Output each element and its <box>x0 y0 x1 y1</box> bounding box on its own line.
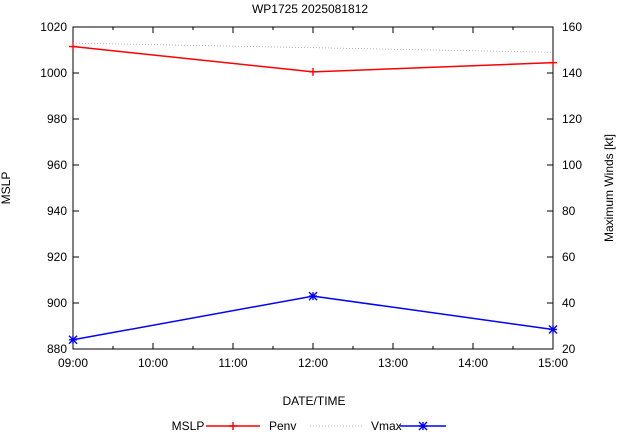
data-point <box>548 324 558 334</box>
y-tick-label-left: 1000 <box>40 66 67 80</box>
series-group <box>68 42 558 345</box>
x-tick-label: 10:00 <box>138 356 168 370</box>
legend-label-penv: Penv <box>269 419 296 432</box>
y-tick-label-right: 80 <box>562 204 576 218</box>
x-tick-label: 13:00 <box>378 356 408 370</box>
y-tick-label-right: 20 <box>562 342 576 356</box>
data-point <box>229 422 237 430</box>
y-tick-label-left: 940 <box>47 204 67 218</box>
y-axis-label-right: Maximum Winds [kt] <box>602 134 616 242</box>
y-axis-label-left: MSLP <box>0 172 13 205</box>
y-tick-label-right: 120 <box>562 112 582 126</box>
data-point <box>308 291 318 301</box>
data-point <box>69 42 77 51</box>
data-point <box>68 335 78 345</box>
series-penv <box>69 42 557 76</box>
data-point <box>418 421 428 431</box>
axis-ticks: 880 900 920 940 960 980 1000 1020 20 40 60 80 100 120… <box>40 20 582 370</box>
series-vmax <box>68 291 558 345</box>
y-tick-label-left: 980 <box>47 112 67 126</box>
y-tick-label-right: 160 <box>562 20 582 34</box>
x-tick-label: 11:00 <box>218 356 247 370</box>
y-tick-label-left: 960 <box>47 158 67 172</box>
x-axis-label: DATE/TIME <box>282 394 345 408</box>
y-tick-label-right: 100 <box>562 158 582 172</box>
legend-title: MSLP <box>172 419 205 432</box>
y-tick-label-left: 1020 <box>40 20 67 34</box>
series-mslp <box>72 42 554 53</box>
y-tick-label-left: 880 <box>47 342 67 356</box>
x-tick-label: 09:00 <box>58 356 88 370</box>
y-tick-label-left: 920 <box>47 250 67 264</box>
data-point <box>549 58 557 67</box>
x-tick-label: 15:00 <box>538 356 568 370</box>
series-line <box>72 42 554 53</box>
y-tick-label-right: 40 <box>562 296 576 310</box>
x-tick-label: 14:00 <box>458 356 488 370</box>
y-tick-label-left: 900 <box>47 296 67 310</box>
x-tick-label: 12:00 <box>298 356 328 370</box>
y-tick-label-right: 60 <box>562 250 576 264</box>
legend-label-vmax: Vmax <box>371 419 402 432</box>
chart-title: WP1725 2025081812 <box>252 2 368 16</box>
series-line <box>72 295 554 341</box>
legend: MSLP Penv Vmax <box>172 419 446 432</box>
data-point <box>309 67 317 76</box>
y-tick-label-right: 140 <box>562 66 582 80</box>
